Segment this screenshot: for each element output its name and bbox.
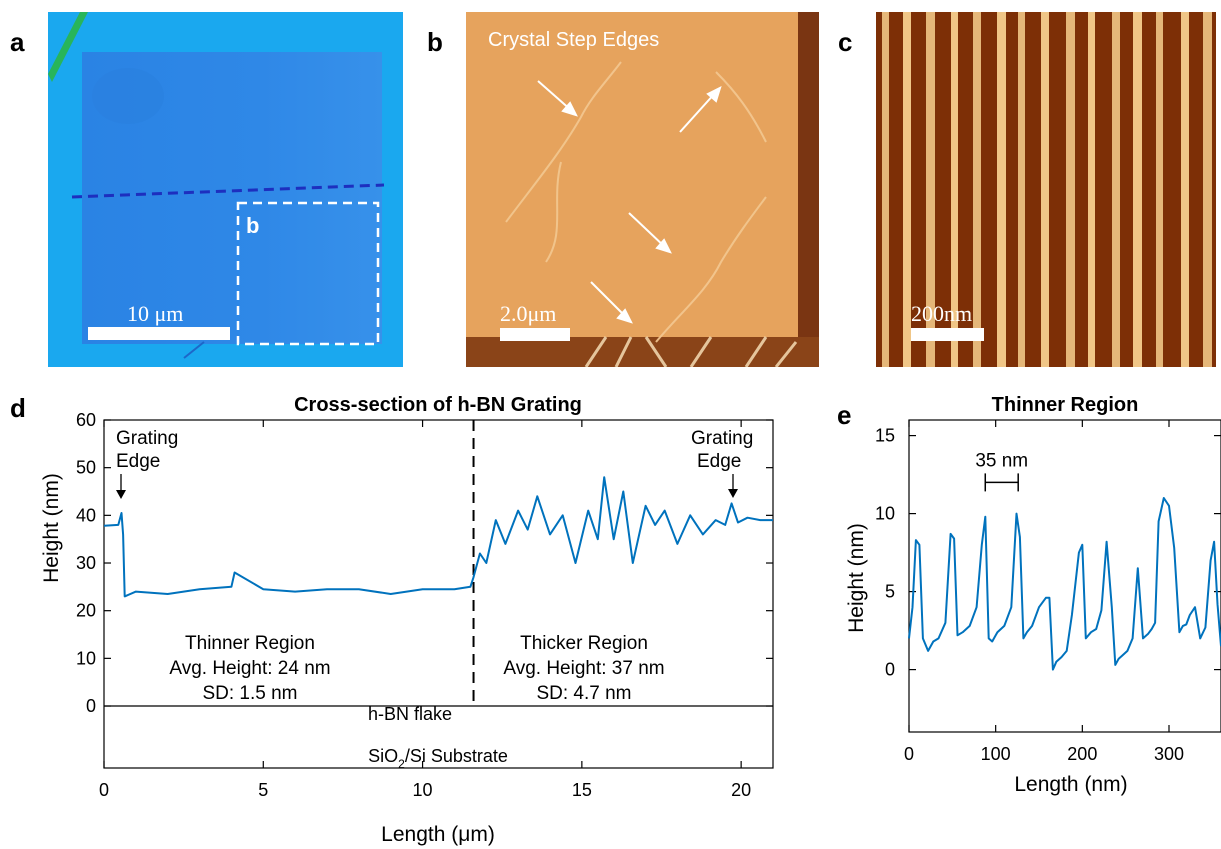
y-tick-label: 5 (885, 582, 895, 602)
y-tick-label: 30 (76, 553, 96, 573)
chart-e-ticks: 0 100 200 300 0 5 10 15 (875, 420, 1221, 764)
x-tick-label: 0 (99, 780, 109, 800)
x-tick-label: 300 (1154, 744, 1184, 764)
grating-stripe (1112, 12, 1120, 367)
panel-letter-d: d (10, 393, 26, 423)
hbn-flake-label: h-BN flake (368, 704, 452, 724)
x-tick-label: 10 (413, 780, 433, 800)
thinner-region-sd: SD: 1.5 nm (202, 683, 297, 704)
x-tick-label: 15 (572, 780, 592, 800)
chart-d-title: Cross-section of h-BN Grating (294, 394, 582, 416)
y-tick-label: 10 (76, 648, 96, 668)
x-tick-label: 100 (981, 744, 1011, 764)
chart-e-frame (908, 419, 1221, 733)
thinner-region-annotation: Thinner Region Avg. Height: 24 nm SD: 1.… (169, 633, 330, 704)
thicker-region-annotation: Thicker Region Avg. Height: 37 nm SD: 4.… (503, 633, 664, 704)
chart-d-ticks: 0 5 10 15 20 0 10 20 30 40 50 60 (76, 410, 773, 800)
substrate-label-tail: /Si Substrate (405, 746, 508, 766)
y-tick-label: 0 (885, 660, 895, 680)
grating-edge-right-line1: Grating (691, 428, 753, 449)
grating-stripe (997, 12, 1006, 367)
afm-topography-b-art (466, 12, 819, 367)
scale-bar-a (88, 327, 230, 340)
panel-letter-b: b (427, 27, 443, 57)
substrate-label-main: SiO (368, 746, 398, 766)
grating-stripe (1066, 12, 1075, 367)
grating-stripe (903, 12, 911, 367)
region-b-label: b (246, 213, 260, 238)
crystal-step-edges-label: Crystal Step Edges (488, 29, 660, 51)
y-tick-label: 60 (76, 410, 96, 430)
grating-spacing-label: 35 nm (975, 450, 1028, 471)
chart-e-xlabel: Length (nm) (1014, 773, 1127, 796)
y-tick-label: 20 (76, 601, 96, 621)
chart-e-title: Thinner Region (992, 394, 1139, 416)
thinner-region-avg: Avg. Height: 24 nm (169, 658, 330, 679)
thicker-region-title: Thicker Region (520, 633, 648, 654)
cross-section-line (71, 183, 385, 199)
grating-stripe (951, 12, 958, 367)
scratch-line (183, 341, 205, 359)
step-edge-lines (505, 61, 767, 343)
y-tick-label: 0 (86, 696, 96, 716)
chart-d-frame (103, 419, 774, 769)
x-tick-label: 5 (258, 780, 268, 800)
grating-edge-left-line1: Grating (116, 428, 178, 449)
substrate-streaks (584, 336, 798, 367)
scale-label-a: 10 μm (127, 301, 184, 326)
grating-stripe (1041, 12, 1049, 367)
chart-e-ylabel: Height (nm) (845, 523, 868, 633)
scale-label-c: 200nm (911, 301, 973, 326)
scale-bar-c (911, 328, 984, 341)
grating-stripe (973, 12, 981, 367)
flake-boundary-dark (798, 12, 819, 337)
grating-stripe (1203, 12, 1212, 367)
grating-stripe (882, 12, 889, 367)
optical-micrograph: b 10 μm (48, 12, 403, 367)
x-tick-label: 200 (1067, 744, 1097, 764)
chart-d-series-line (103, 476, 773, 598)
y-tick-label: 40 (76, 505, 96, 525)
grating-stripe (1133, 12, 1142, 367)
grating-stripe (1181, 12, 1189, 367)
x-tick-label: 0 (904, 744, 914, 764)
chart-e-series-line (908, 497, 1221, 671)
grating-stripe (1156, 12, 1163, 367)
grating-stripe (926, 12, 935, 367)
grating-stripe (1088, 12, 1095, 367)
panel-letter-e: e (837, 400, 852, 430)
y-tick-label: 10 (875, 504, 895, 524)
afm-grating-c-art (882, 12, 1212, 367)
scale-bar-b (500, 328, 570, 341)
panel-letter-c: c (838, 27, 853, 57)
substrate-label-subscript: 2 (398, 757, 405, 771)
flake-spot (92, 68, 164, 124)
step-edge-arrows (537, 80, 722, 324)
thicker-region-sd: SD: 4.7 nm (536, 683, 631, 704)
thinner-region-title: Thinner Region (185, 633, 315, 654)
y-tick-label: 15 (875, 426, 895, 446)
panel-letter-a: a (10, 27, 25, 57)
y-tick-label: 50 (76, 458, 96, 478)
chart-d-ylabel: Height (nm) (40, 473, 63, 583)
grating-edge-right-line2: Edge (697, 451, 741, 472)
grating-edge-right-annotation: Grating Edge (691, 428, 753, 498)
grating-edge-left-annotation: Grating Edge (116, 428, 178, 499)
scale-label-b: 2.0μm (500, 301, 557, 326)
region-b-box (236, 201, 380, 346)
chart-d-xlabel: Length (μm) (381, 823, 495, 846)
grating-edge-left-line2: Edge (116, 451, 160, 472)
substrate-label: SiO2/Si Substrate (368, 746, 508, 771)
grating-spacing-marker (984, 473, 1019, 492)
x-tick-label: 20 (731, 780, 751, 800)
thicker-region-avg: Avg. Height: 37 nm (503, 658, 664, 679)
afm-grating-c: 200nm (876, 12, 1216, 367)
optical-micrograph-art (48, 12, 385, 359)
flake-edge-green (48, 12, 88, 82)
grating-stripe (1018, 12, 1025, 367)
substrate-strip (466, 337, 819, 367)
afm-topography-b: Crystal Step Edges 2.0μm (466, 12, 819, 367)
